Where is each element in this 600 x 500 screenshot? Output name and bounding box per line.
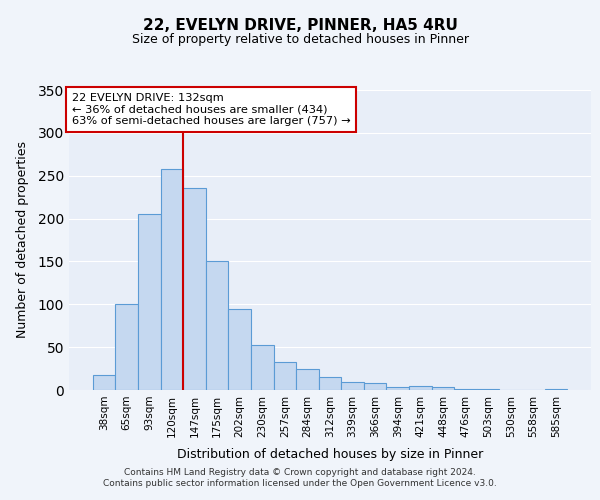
Bar xyxy=(319,377,341,390)
Bar xyxy=(386,386,409,390)
Bar xyxy=(431,386,454,390)
Bar xyxy=(274,362,296,390)
Bar xyxy=(138,214,161,390)
Bar xyxy=(409,386,431,390)
X-axis label: Distribution of detached houses by size in Pinner: Distribution of detached houses by size … xyxy=(177,448,483,461)
Y-axis label: Number of detached properties: Number of detached properties xyxy=(16,142,29,338)
Bar xyxy=(115,304,138,390)
Bar xyxy=(477,389,499,390)
Bar xyxy=(183,188,206,390)
Bar xyxy=(454,389,477,390)
Bar xyxy=(206,262,229,390)
Text: Contains HM Land Registry data © Crown copyright and database right 2024.
Contai: Contains HM Land Registry data © Crown c… xyxy=(103,468,497,487)
Bar xyxy=(364,383,386,390)
Bar xyxy=(545,389,567,390)
Bar xyxy=(93,374,115,390)
Text: 22, EVELYN DRIVE, PINNER, HA5 4RU: 22, EVELYN DRIVE, PINNER, HA5 4RU xyxy=(143,18,457,32)
Bar xyxy=(161,169,183,390)
Text: Size of property relative to detached houses in Pinner: Size of property relative to detached ho… xyxy=(131,32,469,46)
Text: 22 EVELYN DRIVE: 132sqm
← 36% of detached houses are smaller (434)
63% of semi-d: 22 EVELYN DRIVE: 132sqm ← 36% of detache… xyxy=(71,93,350,126)
Bar xyxy=(341,382,364,390)
Bar xyxy=(251,346,274,390)
Bar xyxy=(296,368,319,390)
Bar xyxy=(229,308,251,390)
